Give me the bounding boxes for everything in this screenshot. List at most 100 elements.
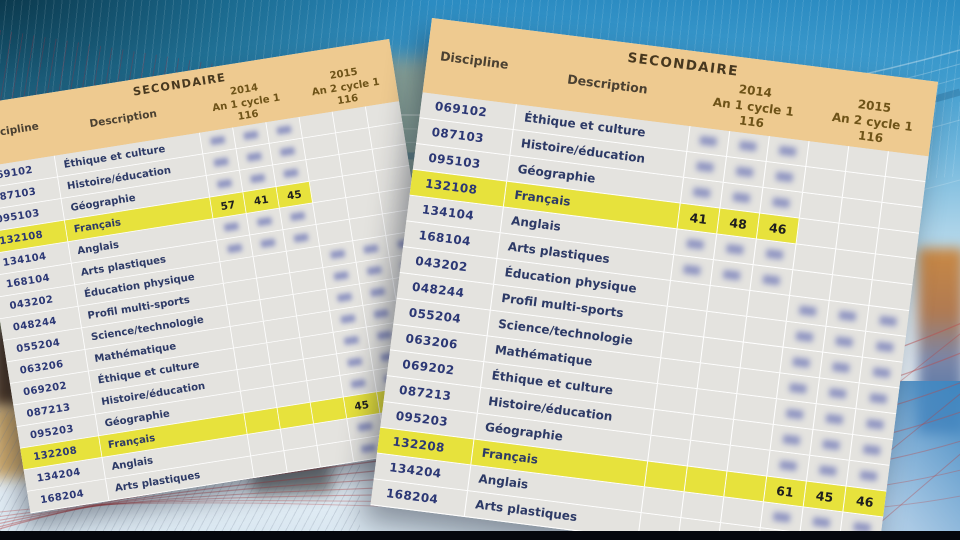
grade-cell <box>671 255 714 285</box>
grade-cell: 48 <box>717 208 761 239</box>
blurred-grade <box>779 459 798 471</box>
blurred-grade <box>798 305 817 317</box>
grade-cell <box>734 394 777 424</box>
blurred-grade <box>732 191 751 204</box>
blurred-grade <box>822 439 841 451</box>
blurred-grade <box>868 392 887 404</box>
grade-cell <box>645 461 688 492</box>
grade-cell <box>691 414 735 445</box>
grade-cell <box>790 270 833 300</box>
blurred-grade <box>370 287 386 297</box>
blurred-grade <box>722 269 741 281</box>
grade-cell <box>687 440 731 471</box>
grade-cell <box>793 244 837 275</box>
grade-cell <box>869 280 912 310</box>
grade-cell <box>806 141 850 171</box>
blurred-grade <box>363 243 379 254</box>
grade-cell <box>799 192 843 223</box>
grade-cell <box>847 461 890 491</box>
blurred-grade <box>735 166 754 178</box>
grade-cell <box>664 306 708 337</box>
grade-cell <box>727 131 770 161</box>
blurred-grade <box>246 151 262 162</box>
blurred-grade <box>792 356 811 368</box>
grade-cell <box>700 337 744 368</box>
grade-cell <box>763 161 807 192</box>
blurred-grade <box>862 444 881 456</box>
grade-cell <box>661 332 705 363</box>
blurred-grade <box>725 243 744 255</box>
report-table-right: SECONDAIRE Discipline Description 2014 A… <box>370 18 938 540</box>
grade-cell <box>681 492 725 522</box>
grade-cell <box>737 368 781 399</box>
blurred-grade <box>213 157 229 167</box>
grade-cell <box>720 182 764 213</box>
grade-cell <box>866 306 909 336</box>
blurred-grade <box>699 135 718 147</box>
blurred-grade <box>859 470 878 482</box>
grade-cell <box>863 332 906 362</box>
grade-cell <box>284 445 321 472</box>
grade-cell <box>876 228 919 258</box>
grade-cell <box>826 300 870 331</box>
grade-cell <box>251 450 288 477</box>
grade-cell <box>730 419 774 450</box>
blurred-grade <box>835 335 854 348</box>
blurred-grade <box>828 387 847 399</box>
blurred-grade <box>223 221 239 232</box>
grade-cell <box>813 404 857 434</box>
grade-cell <box>823 326 867 357</box>
grade-cell <box>743 316 787 347</box>
blurred-grade <box>765 248 784 260</box>
bottom-black-bar <box>0 531 960 540</box>
blurred-grade <box>696 161 715 173</box>
grade-cell <box>780 347 824 378</box>
blurred-grade <box>373 308 389 319</box>
grade-cell <box>816 378 860 409</box>
grade-cell <box>760 187 804 218</box>
grade-cell <box>853 409 896 439</box>
grade-cell <box>740 342 784 373</box>
grade-cell: 46 <box>756 213 800 244</box>
blurred-grade <box>347 357 363 367</box>
grade-cell <box>886 151 929 181</box>
grade-cell <box>783 321 827 352</box>
grade-cell <box>777 373 820 404</box>
blurred-grade <box>350 378 366 389</box>
blurred-grade <box>243 130 259 140</box>
grade-cell <box>883 177 926 207</box>
blurred-grade <box>831 361 850 373</box>
grade-cell <box>694 388 738 419</box>
blurred-grade <box>256 216 273 227</box>
grade-cell <box>641 487 685 517</box>
grade-cell <box>850 435 893 465</box>
grade-cell <box>684 466 728 497</box>
grade-cell <box>873 254 916 284</box>
blurred-grade <box>250 173 266 184</box>
grade-cell: 61 <box>764 476 807 507</box>
blurred-grade <box>227 243 243 254</box>
grade-cell <box>747 290 791 321</box>
blurred-grade <box>336 292 353 303</box>
blurred-grade <box>343 335 360 346</box>
grade-cell <box>750 265 794 295</box>
blurred-grade <box>875 341 894 353</box>
grade-cell <box>648 435 692 466</box>
blurred-grade <box>283 168 299 178</box>
blurred-grade <box>216 178 233 189</box>
blurred-grade <box>686 238 705 250</box>
grade-cell <box>697 363 741 394</box>
blurred-grade <box>333 270 349 281</box>
grade-cell <box>707 285 751 316</box>
grade-cell <box>710 260 754 290</box>
blurred-grade <box>279 146 296 157</box>
grade-cell <box>704 311 748 342</box>
grade-cell <box>846 146 889 176</box>
blurred-grade <box>293 232 309 243</box>
grade-cell <box>684 151 727 182</box>
blurred-grade <box>775 171 794 183</box>
blurred-grade <box>865 418 884 430</box>
grade-cell: 41 <box>677 203 721 234</box>
grade-cell <box>674 229 718 260</box>
